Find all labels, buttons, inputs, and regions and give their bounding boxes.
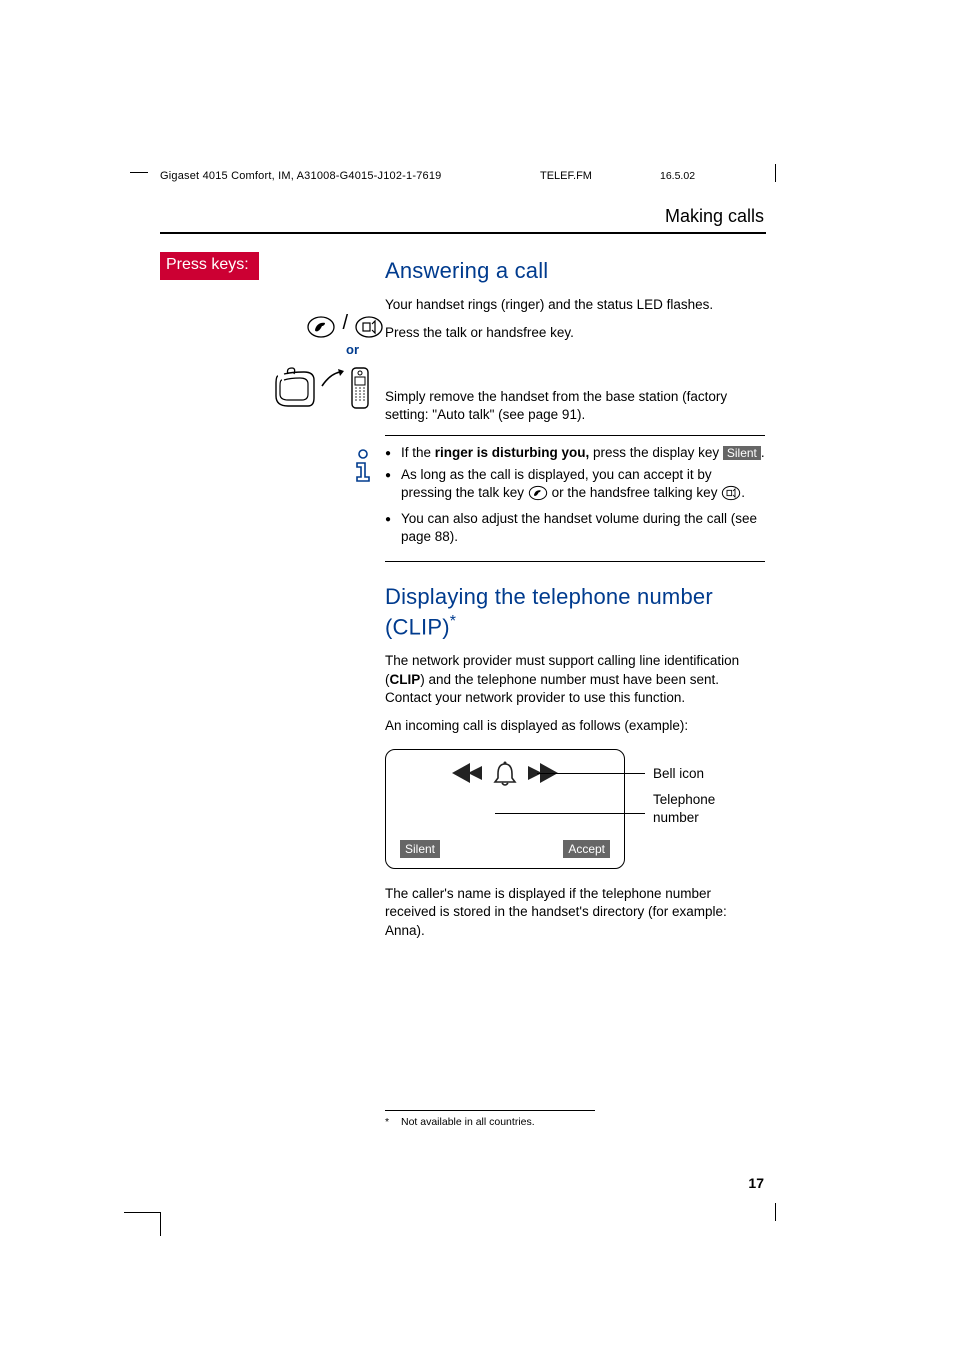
softkey-silent: Silent (400, 840, 440, 858)
crop-mark (775, 1203, 776, 1221)
press-keys-label: Press keys: (160, 252, 259, 280)
crop-mark (160, 1212, 161, 1236)
heading-answering: Answering a call (385, 256, 765, 286)
callout-tel-a: Telephone (653, 791, 715, 809)
callout-tel-b: number (653, 809, 699, 827)
caller-note: The caller's name is displayed if the te… (385, 885, 765, 940)
phone-display-mock: Silent Accept (385, 749, 625, 869)
press-key-text: Press the talk or handsfree key. (385, 324, 765, 342)
info-bullet-2: As long as the call is displayed, you ca… (401, 466, 765, 506)
bell-icon-row (386, 750, 624, 791)
main-content: Answering a call Your handset rings (rin… (385, 256, 765, 1129)
crop-mark (130, 172, 148, 173)
slash-separator: / (342, 312, 348, 334)
clip-para1: The network provider must support callin… (385, 652, 765, 707)
handsfree-key-icon (354, 315, 384, 339)
heading-clip: Displaying the telephone number (CLIP)* (385, 582, 765, 643)
info-box: If the ringer is disturbing you, press t… (385, 435, 765, 562)
footnote-rule (385, 1110, 595, 1111)
info-bullet-1: If the ringer is disturbing you, press t… (401, 444, 765, 462)
silent-display-key: Silent (723, 446, 761, 460)
or-label: or (346, 342, 359, 357)
talk-handsfree-keys: / (306, 314, 384, 339)
talk-key-icon (306, 315, 336, 339)
softkey-accept: Accept (563, 840, 610, 858)
footnote: *Not available in all countries. (385, 1115, 765, 1129)
header-doc-ref: Gigaset 4015 Comfort, IM, A31008-G4015-J… (160, 170, 442, 182)
handsfree-key-icon-inline (721, 485, 741, 506)
info-bullet-3: You can also adjust the handset volume d… (401, 510, 765, 546)
callout-line (537, 773, 645, 774)
header-file: TELEF.FM (540, 170, 592, 182)
info-icon (351, 449, 375, 488)
remove-handset-text: Simply remove the handset from the base … (385, 388, 765, 424)
section-title: Making calls (665, 206, 764, 227)
section-rule (160, 232, 766, 234)
callout-bell: Bell icon (653, 765, 704, 783)
crop-mark (124, 1212, 160, 1213)
page-number: 17 (748, 1175, 764, 1191)
answering-intro: Your handset rings (ringer) and the stat… (385, 296, 765, 314)
talk-key-icon-inline (528, 485, 548, 506)
header-date: 16.5.02 (660, 170, 695, 182)
callout-line (495, 813, 645, 814)
remove-handset-illustration (274, 366, 374, 417)
clip-para2: An incoming call is displayed as follows… (385, 717, 765, 735)
crop-mark (775, 164, 776, 182)
